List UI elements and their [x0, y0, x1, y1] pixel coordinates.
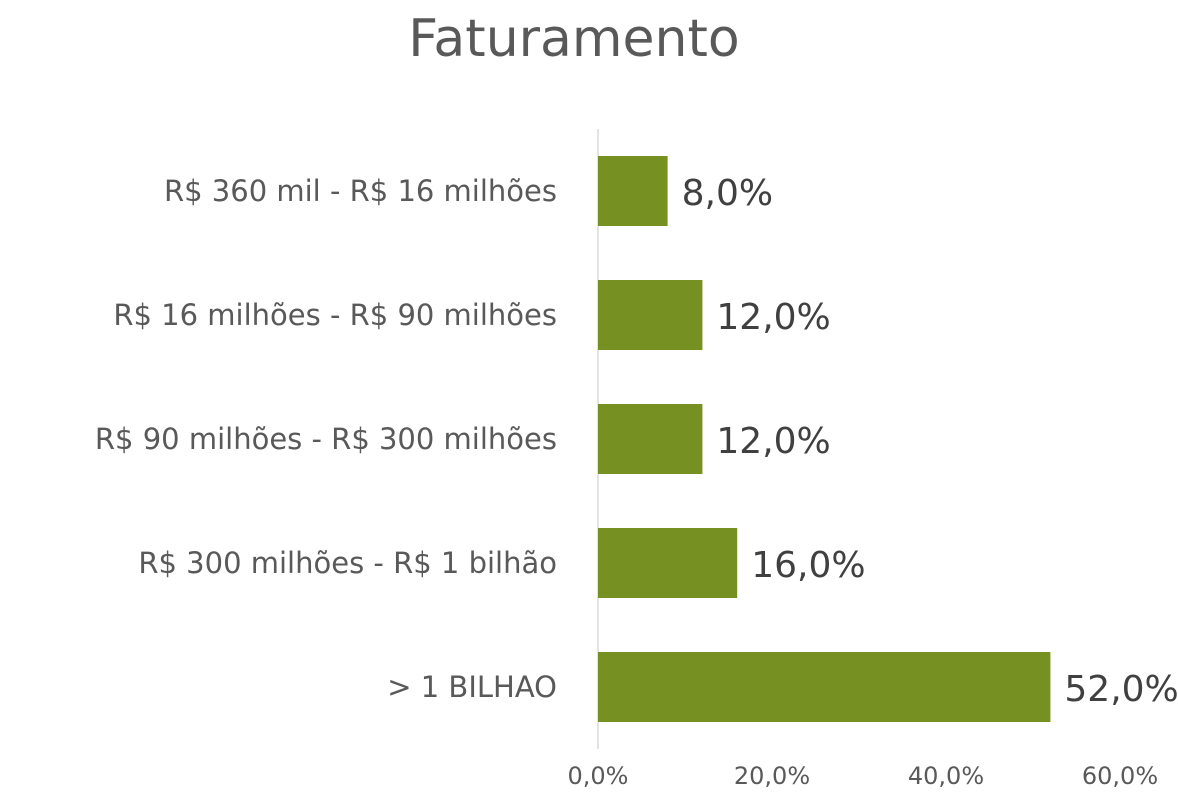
bar [598, 528, 738, 598]
bar [598, 156, 668, 226]
value-label: 8,0% [682, 173, 773, 214]
value-label: 12,0% [716, 297, 830, 338]
y-tick-label: R$ 16 milhões - R$ 90 milhões [113, 298, 557, 332]
value-label: 16,0% [751, 545, 865, 586]
x-tick-label: 20,0% [734, 762, 810, 790]
x-tick-label: 60,0% [1082, 762, 1158, 790]
bar [598, 280, 703, 350]
value-label: 12,0% [716, 421, 830, 462]
y-tick-label: R$ 300 milhões - R$ 1 bilhão [138, 546, 557, 580]
y-tick-label: > 1 BILHAO [387, 670, 557, 704]
bar [598, 652, 1051, 722]
x-tick-label: 0,0% [568, 762, 629, 790]
bar [598, 404, 703, 474]
y-tick-label: R$ 360 mil - R$ 16 milhões [164, 174, 557, 208]
y-tick-label: R$ 90 milhões - R$ 300 milhões [95, 422, 557, 456]
chart-title: Faturamento [408, 9, 739, 69]
value-label: 52,0% [1064, 669, 1178, 710]
x-tick-label: 40,0% [908, 762, 984, 790]
